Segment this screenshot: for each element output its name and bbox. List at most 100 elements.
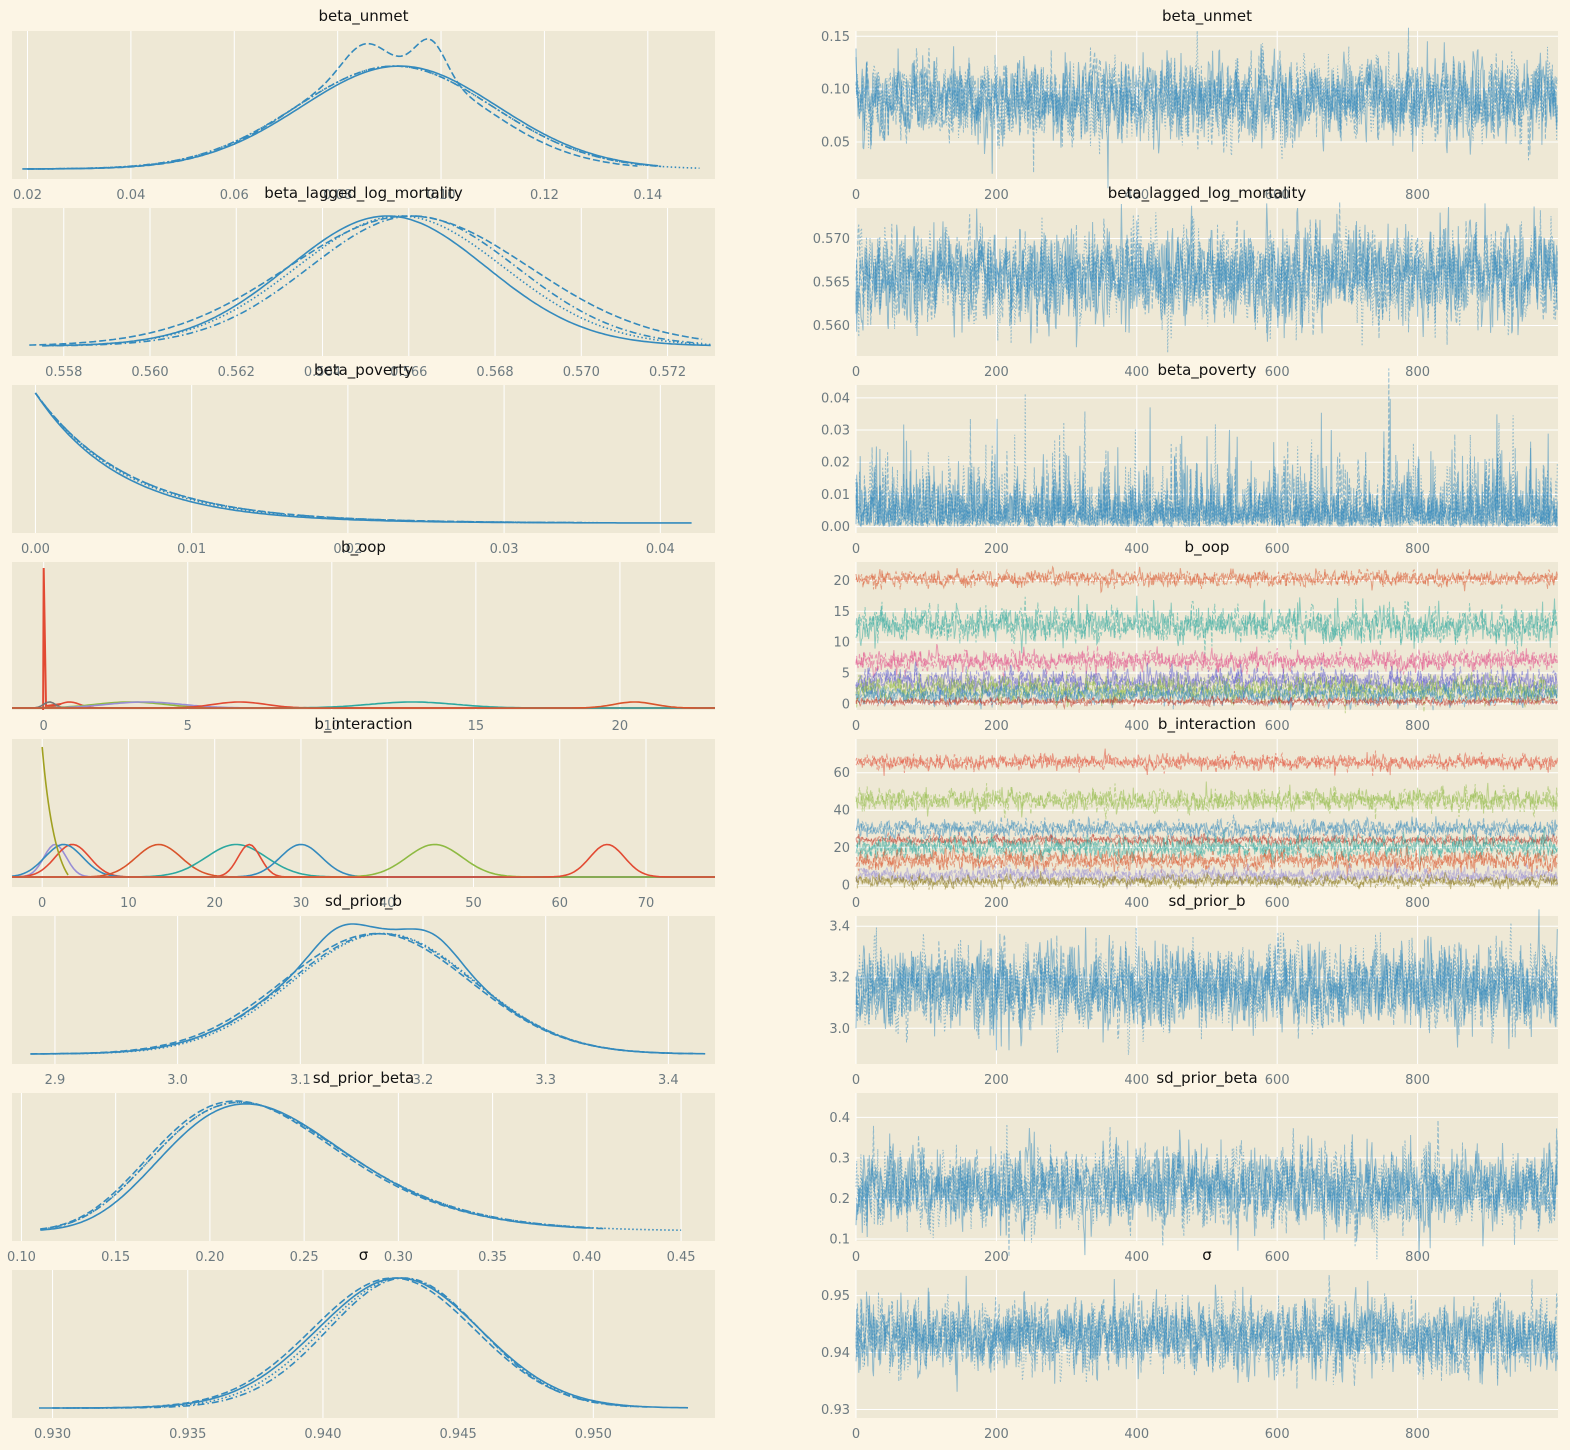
panel-title: beta_lagged_log_mortality bbox=[1108, 184, 1307, 203]
trace-line bbox=[855, 783, 1558, 820]
x-tick-label: 400 bbox=[1124, 188, 1149, 203]
x-tick-label: 0 bbox=[38, 896, 46, 911]
x-tick-label: 70 bbox=[638, 896, 655, 911]
x-tick-label: 800 bbox=[1405, 542, 1430, 557]
panel-title: beta_lagged_log_mortality bbox=[264, 184, 463, 203]
kde-line bbox=[34, 392, 567, 524]
kde-line bbox=[42, 215, 703, 347]
x-tick-label: 0.945 bbox=[440, 1427, 477, 1442]
panel-kde-sigma: 0.930 0.935 0.940 0.945 0.950 σ bbox=[12, 1246, 715, 1442]
panel-title: beta_poverty bbox=[1157, 361, 1256, 380]
y-tick-label: 0.3 bbox=[829, 1151, 850, 1166]
x-tick-label: 0 bbox=[852, 542, 860, 557]
x-tick-label: 2.9 bbox=[45, 1073, 66, 1088]
x-tick-label: 0.25 bbox=[290, 1250, 319, 1265]
trace-line bbox=[855, 695, 1558, 710]
y-tick-label: 0.560 bbox=[813, 319, 850, 334]
panel-title: beta_unmet bbox=[1162, 7, 1252, 26]
x-tick-label: 20 bbox=[612, 719, 629, 734]
panel-title: σ bbox=[359, 1246, 369, 1264]
kde-line bbox=[42, 932, 693, 1055]
x-tick-label: 0.950 bbox=[575, 1427, 612, 1442]
x-tick-label: 0.20 bbox=[195, 1250, 224, 1265]
panel-kde-b-interaction: 0 10 20 30 40 50 60 70b_interaction bbox=[11, 715, 715, 911]
x-tick-label: 600 bbox=[1265, 1073, 1290, 1088]
kde-line bbox=[52, 1277, 634, 1409]
trace-line bbox=[855, 781, 1558, 818]
x-tick-label: 0.572 bbox=[649, 365, 686, 380]
kde-line bbox=[52, 1277, 648, 1409]
x-tick-label: 0.15 bbox=[101, 1250, 130, 1265]
trace-line bbox=[855, 1280, 1558, 1385]
kde-line bbox=[40, 1100, 606, 1230]
y-tick-label: 15 bbox=[833, 605, 850, 620]
x-tick-label: 0.12 bbox=[530, 188, 559, 203]
panel-trace-b-oop: 0 200 400 600 800 0 5 10 15 20 b_oop bbox=[833, 538, 1558, 734]
x-tick-label: 400 bbox=[1124, 1427, 1149, 1442]
kde-line bbox=[27, 65, 664, 170]
panel-trace-sd-prior-b: 0 200 400 600 800 3.0 3.2 3.4 sd_prior_b bbox=[829, 892, 1558, 1088]
panel-trace-sigma: 0 200 400 600 800 0.93 0.94 0.95 σ bbox=[821, 1246, 1558, 1442]
panel-kde-sd-prior-beta: 0.10 0.15 0.20 0.25 0.30 0.35 0.40 0.45 sd_prior… bbox=[7, 1069, 715, 1265]
x-tick-label: 3.4 bbox=[658, 1073, 679, 1088]
x-tick-label: 200 bbox=[984, 896, 1009, 911]
y-tick-label: 3.2 bbox=[829, 971, 850, 986]
trace-line bbox=[855, 202, 1558, 345]
panel-trace-b-interaction: 0 200 400 600 800 0 20 40 60 b_interaction bbox=[833, 715, 1558, 911]
x-tick-label: 3.3 bbox=[535, 1073, 556, 1088]
y-tick-label: 0.01 bbox=[821, 488, 850, 503]
x-tick-label: 0.940 bbox=[304, 1427, 341, 1442]
x-tick-label: 0.01 bbox=[177, 542, 206, 557]
trace-line bbox=[855, 203, 1558, 348]
kde-spike bbox=[42, 567, 62, 711]
x-tick-label: 800 bbox=[1405, 188, 1430, 203]
x-tick-label: 0.10 bbox=[7, 1250, 36, 1265]
trace-line bbox=[855, 750, 1558, 776]
trace-line bbox=[855, 669, 1558, 714]
panel-title: b_interaction bbox=[1158, 715, 1256, 734]
kde-line bbox=[12, 843, 715, 878]
x-tick-label: 0.570 bbox=[563, 365, 600, 380]
kde-line bbox=[42, 215, 711, 347]
trace-line bbox=[855, 872, 1558, 892]
x-tick-label: 10 bbox=[324, 719, 341, 734]
trace-line bbox=[855, 27, 1558, 173]
y-tick-label: 0.1 bbox=[829, 1232, 850, 1247]
x-tick-label: 0.00 bbox=[21, 542, 50, 557]
trace-line bbox=[855, 212, 1558, 353]
kde-line bbox=[40, 1101, 587, 1231]
x-tick-label: 400 bbox=[1124, 719, 1149, 734]
x-tick-label: 0.566 bbox=[390, 365, 427, 380]
x-tick-label: 3.0 bbox=[167, 1073, 188, 1088]
x-tick-label: 0.08 bbox=[323, 188, 352, 203]
trace-line bbox=[855, 203, 1558, 339]
y-tick-label: 0.4 bbox=[829, 1111, 850, 1126]
panel-title: sd_prior_b bbox=[325, 892, 402, 911]
x-tick-label: 0.06 bbox=[220, 188, 249, 203]
x-tick-label: 800 bbox=[1405, 1250, 1430, 1265]
x-tick-label: 0.14 bbox=[633, 188, 662, 203]
x-tick-label: 200 bbox=[984, 1427, 1009, 1442]
x-tick-label: 0.03 bbox=[490, 542, 519, 557]
x-tick-label: 400 bbox=[1124, 1073, 1149, 1088]
y-tick-label: 0.10 bbox=[821, 83, 850, 98]
y-tick-label: 0.565 bbox=[813, 276, 850, 291]
plot-area bbox=[12, 739, 715, 887]
plot-area bbox=[12, 916, 715, 1064]
x-tick-label: 600 bbox=[1265, 188, 1290, 203]
x-tick-label: 200 bbox=[984, 542, 1009, 557]
panel-kde-beta-poverty: 0.00 0.01 0.02 0.03 0.04 beta_poverty bbox=[12, 361, 715, 557]
y-tick-label: 0.02 bbox=[821, 456, 850, 471]
x-tick-label: 40 bbox=[379, 896, 396, 911]
panel-trace-beta-unmet: 0 200 400 600 800 0.05 0.10 0.15 beta_unmet bbox=[821, 7, 1558, 203]
kde-line bbox=[40, 1103, 587, 1231]
trace-line bbox=[855, 695, 1558, 710]
y-tick-label: 0.94 bbox=[821, 1346, 850, 1361]
y-tick-label: 0.00 bbox=[821, 520, 850, 535]
panel-kde-b-oop: 0 5 10 15 20 b_oop bbox=[12, 538, 715, 734]
trace-line bbox=[855, 824, 1558, 865]
plot-area bbox=[12, 31, 715, 179]
panel-trace-beta-poverty: 0 200 400 600 800 0.00 0.01 0.02 0.03 0.04 beta_po… bbox=[821, 361, 1558, 557]
x-tick-label: 30 bbox=[293, 896, 310, 911]
x-tick-label: 600 bbox=[1265, 542, 1290, 557]
